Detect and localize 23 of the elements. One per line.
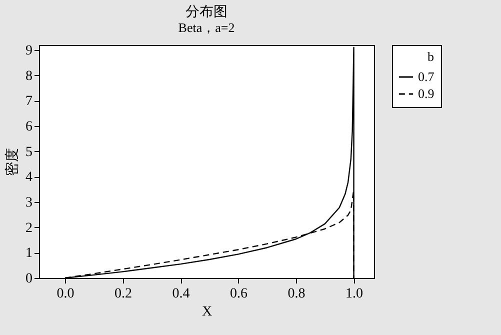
- legend-label: 0.9: [418, 86, 434, 101]
- x-tick-label: 0.6: [230, 286, 248, 302]
- x-tick-label: 0.8: [288, 286, 306, 302]
- x-tick-label: 0.4: [172, 286, 190, 302]
- y-tick-label: 2: [26, 220, 32, 236]
- y-tick-label: 1: [26, 246, 32, 262]
- y-tick-label: 7: [26, 94, 32, 110]
- x-tick-label: 0.2: [114, 286, 132, 302]
- y-tick-label: 9: [26, 44, 32, 59]
- y-axis-title: 密度: [4, 148, 20, 176]
- x-tick-label: 0.0: [56, 286, 74, 302]
- chart-subtitle: Beta，a=2: [178, 20, 235, 36]
- y-tick-label: 6: [26, 120, 32, 135]
- y-tick-label: 3: [26, 196, 32, 211]
- x-tick-label: 1.0: [346, 286, 364, 302]
- y-tick-label: 8: [26, 68, 32, 84]
- chart-title: 分布图: [186, 4, 228, 20]
- legend-title: b: [428, 49, 434, 64]
- y-tick-label: 5: [26, 144, 32, 160]
- legend-label: 0.7: [418, 69, 435, 84]
- y-tick-label: 0: [26, 272, 32, 286]
- x-axis-title: X: [202, 304, 212, 320]
- y-tick-label: 4: [26, 170, 32, 186]
